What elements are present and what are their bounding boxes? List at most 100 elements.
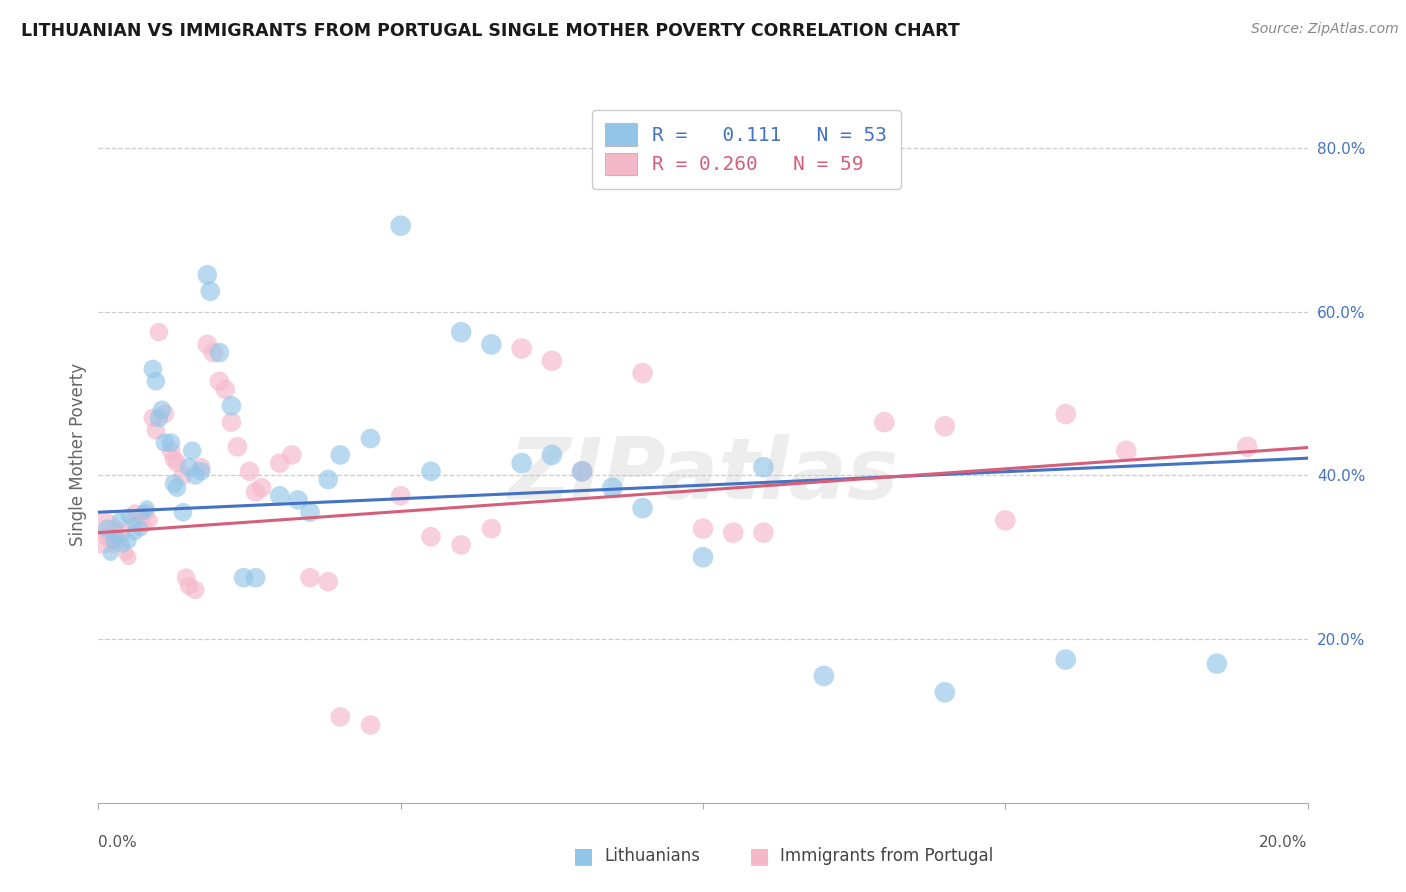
Point xyxy=(329,710,352,724)
Point xyxy=(934,685,956,699)
Point xyxy=(214,383,236,397)
Point xyxy=(420,530,443,544)
Text: ■: ■ xyxy=(574,847,593,866)
Point xyxy=(1054,652,1077,666)
Point xyxy=(541,353,564,368)
Point xyxy=(226,440,249,454)
Point xyxy=(179,579,201,593)
Point xyxy=(129,522,152,536)
Point xyxy=(124,517,146,532)
Point xyxy=(111,538,134,552)
Point xyxy=(148,325,170,339)
Point xyxy=(1206,657,1229,671)
Point xyxy=(135,505,157,519)
Point xyxy=(142,362,165,376)
Point xyxy=(148,411,170,425)
Point xyxy=(135,501,157,516)
Point xyxy=(269,489,291,503)
Point xyxy=(221,415,243,429)
Point xyxy=(510,342,533,356)
Point xyxy=(132,517,155,532)
Point xyxy=(316,574,339,589)
Point xyxy=(181,443,204,458)
Point xyxy=(420,464,443,478)
Point xyxy=(200,284,222,298)
Point xyxy=(873,415,896,429)
Point xyxy=(221,399,243,413)
Point xyxy=(174,571,197,585)
Point xyxy=(96,530,118,544)
Point xyxy=(145,374,167,388)
Point xyxy=(145,423,167,437)
Y-axis label: Single Mother Poverty: Single Mother Poverty xyxy=(69,363,87,547)
Point xyxy=(118,533,141,548)
Point xyxy=(281,448,304,462)
Point xyxy=(934,419,956,434)
Point xyxy=(202,345,225,359)
Point xyxy=(752,460,775,475)
Point xyxy=(389,489,412,503)
Text: ■: ■ xyxy=(749,847,769,866)
Point xyxy=(118,509,141,524)
Point xyxy=(139,513,162,527)
Point xyxy=(481,337,503,351)
Point xyxy=(105,530,128,544)
Point xyxy=(994,513,1017,527)
Point xyxy=(245,484,267,499)
Point xyxy=(287,492,309,507)
Point xyxy=(631,501,654,516)
Point xyxy=(166,456,188,470)
Point xyxy=(269,456,291,470)
Text: Source: ZipAtlas.com: Source: ZipAtlas.com xyxy=(1251,22,1399,37)
Point xyxy=(153,435,176,450)
Point xyxy=(602,481,624,495)
Point xyxy=(752,525,775,540)
Point xyxy=(360,718,382,732)
Point xyxy=(179,460,201,475)
Point xyxy=(510,456,533,470)
Point xyxy=(184,468,207,483)
Point xyxy=(195,337,218,351)
Point xyxy=(571,464,593,478)
Point xyxy=(160,435,183,450)
Point xyxy=(450,325,472,339)
Point xyxy=(163,452,186,467)
Point xyxy=(163,476,186,491)
Text: 20.0%: 20.0% xyxy=(1260,836,1308,850)
Point xyxy=(1054,407,1077,421)
Point xyxy=(190,464,212,478)
Point xyxy=(132,505,155,519)
Text: LITHUANIAN VS IMMIGRANTS FROM PORTUGAL SINGLE MOTHER POVERTY CORRELATION CHART: LITHUANIAN VS IMMIGRANTS FROM PORTUGAL S… xyxy=(21,22,960,40)
Point xyxy=(299,571,322,585)
Point xyxy=(723,525,745,540)
Point xyxy=(153,407,176,421)
Point xyxy=(208,374,231,388)
Point xyxy=(103,533,125,548)
Point xyxy=(124,525,146,540)
Point xyxy=(108,513,131,527)
Point xyxy=(389,219,412,233)
Point xyxy=(208,345,231,359)
Point xyxy=(360,432,382,446)
Point xyxy=(166,481,188,495)
Point xyxy=(160,443,183,458)
Point xyxy=(105,522,128,536)
Point xyxy=(129,509,152,524)
Point xyxy=(245,571,267,585)
Point xyxy=(103,538,125,552)
Text: 0.0%: 0.0% xyxy=(98,836,138,850)
Point xyxy=(1236,440,1258,454)
Point xyxy=(329,448,352,462)
Point xyxy=(118,550,141,565)
Point xyxy=(172,505,194,519)
Point xyxy=(184,582,207,597)
Text: Immigrants from Portugal: Immigrants from Portugal xyxy=(780,847,994,865)
Point xyxy=(96,522,118,536)
Point xyxy=(142,411,165,425)
Point xyxy=(190,460,212,475)
Point xyxy=(250,481,273,495)
Point xyxy=(239,464,262,478)
Point xyxy=(108,533,131,548)
Point xyxy=(172,468,194,483)
Point xyxy=(541,448,564,462)
